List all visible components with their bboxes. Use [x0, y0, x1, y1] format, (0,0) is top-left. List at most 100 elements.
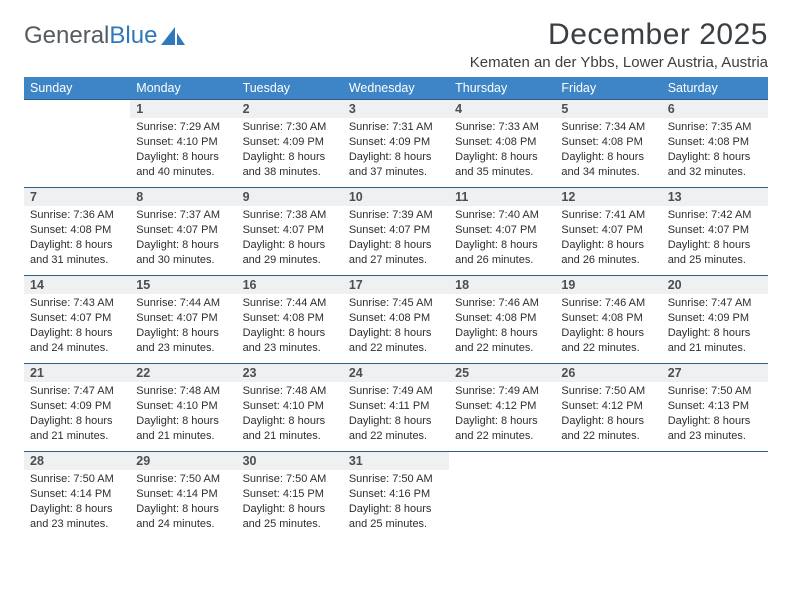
sunrise-line: Sunrise: 7:50 AM	[561, 384, 655, 399]
calendar-cell: 27Sunrise: 7:50 AMSunset: 4:13 PMDayligh…	[662, 364, 768, 452]
day-details: Sunrise: 7:30 AMSunset: 4:09 PMDaylight:…	[237, 118, 343, 185]
day-details: Sunrise: 7:33 AMSunset: 4:08 PMDaylight:…	[449, 118, 555, 185]
logo-sail-icon	[161, 27, 187, 47]
day-details: Sunrise: 7:44 AMSunset: 4:07 PMDaylight:…	[130, 294, 236, 361]
daylight-line: Daylight: 8 hours and 23 minutes.	[668, 414, 762, 444]
day-number: 5	[555, 100, 661, 118]
calendar-body: 1Sunrise: 7:29 AMSunset: 4:10 PMDaylight…	[24, 100, 768, 540]
weekday-header: Sunday	[24, 77, 130, 100]
daylight-line: Daylight: 8 hours and 22 minutes.	[455, 414, 549, 444]
day-number: 30	[237, 452, 343, 470]
day-details: Sunrise: 7:49 AMSunset: 4:12 PMDaylight:…	[449, 382, 555, 449]
daylight-line: Daylight: 8 hours and 21 minutes.	[136, 414, 230, 444]
sunrise-line: Sunrise: 7:48 AM	[243, 384, 337, 399]
sunrise-line: Sunrise: 7:45 AM	[349, 296, 443, 311]
day-number: 28	[24, 452, 130, 470]
day-number: 10	[343, 188, 449, 206]
calendar-week-row: 1Sunrise: 7:29 AMSunset: 4:10 PMDaylight…	[24, 100, 768, 188]
daylight-line: Daylight: 8 hours and 22 minutes.	[349, 326, 443, 356]
calendar-cell: 28 Sunrise: 7:50 AMSunset: 4:14 PMDayligh…	[24, 452, 130, 540]
day-details: Sunrise: 7:46 AMSunset: 4:08 PMDaylight:…	[555, 294, 661, 361]
calendar-week-row: 21Sunrise: 7:47 AMSunset: 4:09 PMDayligh…	[24, 364, 768, 452]
sunrise-line: Sunrise: 7:39 AM	[349, 208, 443, 223]
sunset-line: Sunset: 4:15 PM	[243, 487, 337, 502]
day-number: 27	[662, 364, 768, 382]
sunrise-line: Sunrise: 7:37 AM	[136, 208, 230, 223]
brand-logo: GeneralBlue	[24, 18, 187, 50]
day-number: 13	[662, 188, 768, 206]
daylight-line: Daylight: 8 hours and 22 minutes.	[561, 326, 655, 356]
sunset-line: Sunset: 4:12 PM	[455, 399, 549, 414]
weekday-header: Friday	[555, 77, 661, 100]
sunrise-line: Sunrise: 7:50 AM	[668, 384, 762, 399]
day-details: Sunrise: 7:47 AMSunset: 4:09 PMDaylight:…	[24, 382, 130, 449]
daylight-line: Daylight: 8 hours and 24 minutes.	[30, 326, 124, 356]
day-number: 3	[343, 100, 449, 118]
calendar-cell: 31Sunrise: 7:50 AMSunset: 4:16 PMDayligh…	[343, 452, 449, 540]
sunset-line: Sunset: 4:08 PM	[30, 223, 124, 238]
weekday-header: Saturday	[662, 77, 768, 100]
day-details: Sunrise: 7:43 AMSunset: 4:07 PMDaylight:…	[24, 294, 130, 361]
sunrise-line: Sunrise: 7:50 AM	[136, 472, 230, 487]
sunset-line: Sunset: 4:14 PM	[136, 487, 230, 502]
calendar-cell: 3Sunrise: 7:31 AMSunset: 4:09 PMDaylight…	[343, 100, 449, 188]
sunset-line: Sunset: 4:07 PM	[30, 311, 124, 326]
day-details: Sunrise: 7:50 AMSunset: 4:15 PMDaylight:…	[237, 470, 343, 537]
calendar-cell	[24, 100, 130, 188]
day-number: 23	[237, 364, 343, 382]
daylight-line: Daylight: 8 hours and 23 minutes.	[136, 326, 230, 356]
calendar-cell: 5Sunrise: 7:34 AMSunset: 4:08 PMDaylight…	[555, 100, 661, 188]
day-number: 25	[449, 364, 555, 382]
sunset-line: Sunset: 4:07 PM	[561, 223, 655, 238]
sunrise-line: Sunrise: 7:40 AM	[455, 208, 549, 223]
day-number: 31	[343, 452, 449, 470]
calendar-cell: 30Sunrise: 7:50 AMSunset: 4:15 PMDayligh…	[237, 452, 343, 540]
daylight-line: Daylight: 8 hours and 30 minutes.	[136, 238, 230, 268]
day-details: Sunrise: 7:50 AMSunset: 4:16 PMDaylight:…	[343, 470, 449, 537]
calendar-cell: 20Sunrise: 7:47 AMSunset: 4:09 PMDayligh…	[662, 276, 768, 364]
calendar-cell: 29Sunrise: 7:50 AMSunset: 4:14 PMDayligh…	[130, 452, 236, 540]
sunset-line: Sunset: 4:07 PM	[455, 223, 549, 238]
day-number: 19	[555, 276, 661, 294]
sunrise-line: Sunrise: 7:47 AM	[30, 384, 124, 399]
day-number: 4	[449, 100, 555, 118]
day-details: Sunrise: 7:36 AMSunset: 4:08 PMDaylight:…	[24, 206, 130, 273]
sunrise-line: Sunrise: 7:43 AM	[30, 296, 124, 311]
daylight-line: Daylight: 8 hours and 22 minutes.	[349, 414, 443, 444]
day-details: Sunrise: 7:31 AMSunset: 4:09 PMDaylight:…	[343, 118, 449, 185]
calendar-cell	[449, 452, 555, 540]
sunset-line: Sunset: 4:14 PM	[30, 487, 124, 502]
title-block: December 2025 Kematen an der Ybbs, Lower…	[470, 18, 768, 71]
weekday-header: Wednesday	[343, 77, 449, 100]
day-number: 8	[130, 188, 236, 206]
day-details: Sunrise: 7:48 AMSunset: 4:10 PMDaylight:…	[237, 382, 343, 449]
sunset-line: Sunset: 4:08 PM	[349, 311, 443, 326]
calendar-cell: 23Sunrise: 7:48 AMSunset: 4:10 PMDayligh…	[237, 364, 343, 452]
brand-part2: Blue	[109, 22, 157, 50]
daylight-line: Daylight: 8 hours and 23 minutes.	[30, 502, 124, 532]
day-number: 16	[237, 276, 343, 294]
sunrise-line: Sunrise: 7:50 AM	[30, 472, 124, 487]
daylight-line: Daylight: 8 hours and 29 minutes.	[243, 238, 337, 268]
sunset-line: Sunset: 4:10 PM	[136, 399, 230, 414]
sunrise-line: Sunrise: 7:48 AM	[136, 384, 230, 399]
day-details: Sunrise: 7:50 AMSunset: 4:14 PMDaylight:…	[130, 470, 236, 537]
day-details: Sunrise: 7:40 AMSunset: 4:07 PMDaylight:…	[449, 206, 555, 273]
daylight-line: Daylight: 8 hours and 34 minutes.	[561, 150, 655, 180]
sunrise-line: Sunrise: 7:38 AM	[243, 208, 337, 223]
daylight-line: Daylight: 8 hours and 23 minutes.	[243, 326, 337, 356]
sunset-line: Sunset: 4:08 PM	[455, 135, 549, 150]
day-number: 12	[555, 188, 661, 206]
calendar-cell: 19Sunrise: 7:46 AMSunset: 4:08 PMDayligh…	[555, 276, 661, 364]
sunset-line: Sunset: 4:09 PM	[668, 311, 762, 326]
sunrise-line: Sunrise: 7:49 AM	[349, 384, 443, 399]
daylight-line: Daylight: 8 hours and 25 minutes.	[668, 238, 762, 268]
day-details: Sunrise: 7:38 AMSunset: 4:07 PMDaylight:…	[237, 206, 343, 273]
day-number: 11	[449, 188, 555, 206]
calendar-cell: 25Sunrise: 7:49 AMSunset: 4:12 PMDayligh…	[449, 364, 555, 452]
day-number: 18	[449, 276, 555, 294]
day-number: 7	[24, 188, 130, 206]
daylight-line: Daylight: 8 hours and 37 minutes.	[349, 150, 443, 180]
calendar-cell: 6Sunrise: 7:35 AMSunset: 4:08 PMDaylight…	[662, 100, 768, 188]
sunset-line: Sunset: 4:11 PM	[349, 399, 443, 414]
